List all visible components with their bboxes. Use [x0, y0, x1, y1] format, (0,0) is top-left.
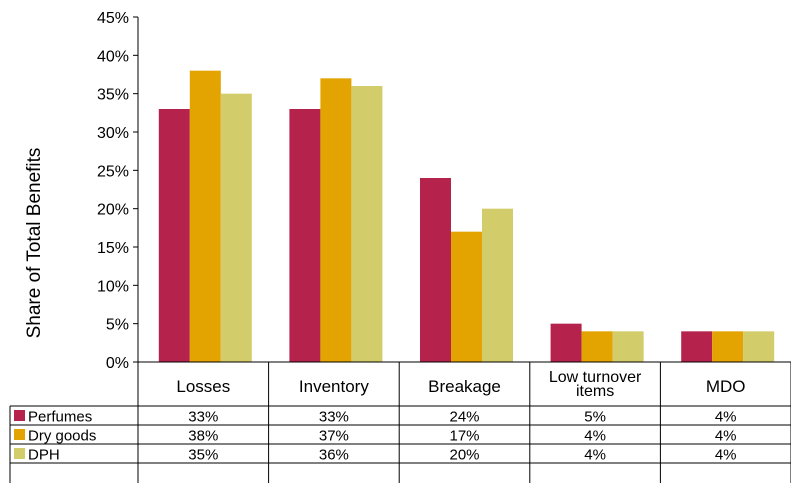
bar — [581, 331, 613, 362]
legend-label: Dry goods — [28, 428, 96, 445]
y-tick-label: 30% — [97, 125, 129, 142]
bar — [351, 86, 383, 362]
bar — [550, 323, 582, 362]
data-label: 37% — [319, 428, 349, 445]
data-label: 4% — [584, 428, 606, 445]
bar — [743, 331, 775, 362]
y-tick-label: 35% — [97, 87, 129, 104]
data-label: 4% — [584, 447, 606, 464]
data-label: 36% — [319, 447, 349, 464]
data-label: 33% — [319, 409, 349, 426]
bar — [420, 178, 451, 362]
category-label: Breakage — [428, 377, 501, 396]
data-label: 4% — [715, 409, 737, 426]
category-label: Low turnover — [549, 369, 642, 386]
data-table: Losses Inventory Breakage Low turnoveritems… — [9, 361, 791, 483]
y-tick-label: 15% — [97, 240, 129, 257]
legend-swatch — [14, 410, 25, 421]
y-tick-label: 40% — [97, 48, 129, 65]
y-tick-label: 25% — [97, 163, 129, 180]
bar — [482, 208, 513, 362]
category-label: Inventory — [299, 377, 369, 396]
data-label: 33% — [188, 409, 218, 426]
bar — [712, 331, 744, 362]
bar — [612, 331, 644, 362]
data-label: 24% — [449, 409, 479, 426]
category-label: items — [576, 383, 614, 400]
y-axis: 0% 5% 10% 15% 20% 25% 30% 35% 40% 45% — [97, 10, 139, 372]
data-label: 38% — [188, 428, 218, 445]
category-label: Losses — [176, 377, 230, 396]
bar — [158, 109, 190, 362]
y-axis-label: Share of Total Benefits — [24, 148, 45, 339]
y-tick-label: 10% — [97, 278, 129, 295]
y-tick-label: 20% — [97, 202, 129, 219]
data-label: 20% — [449, 447, 479, 464]
y-tick-label: 0% — [106, 355, 129, 372]
bars — [158, 70, 775, 363]
bar — [220, 93, 252, 363]
legend-swatch — [14, 448, 25, 459]
data-label: 4% — [715, 428, 737, 445]
data-label: 4% — [715, 447, 737, 464]
bar — [681, 331, 713, 362]
legend-label: Perfumes — [28, 409, 92, 426]
bar — [289, 109, 321, 362]
bar — [189, 70, 221, 363]
y-tick-label: 45% — [97, 10, 129, 27]
y-tick-label: 5% — [106, 317, 129, 334]
data-label: 17% — [449, 428, 479, 445]
bar — [320, 78, 352, 362]
data-label: 5% — [584, 409, 606, 426]
legend-label: DPH — [28, 447, 60, 464]
bar — [451, 231, 482, 362]
legend-swatch — [14, 429, 25, 440]
category-label: MDO — [706, 377, 746, 396]
data-label: 35% — [188, 447, 218, 464]
